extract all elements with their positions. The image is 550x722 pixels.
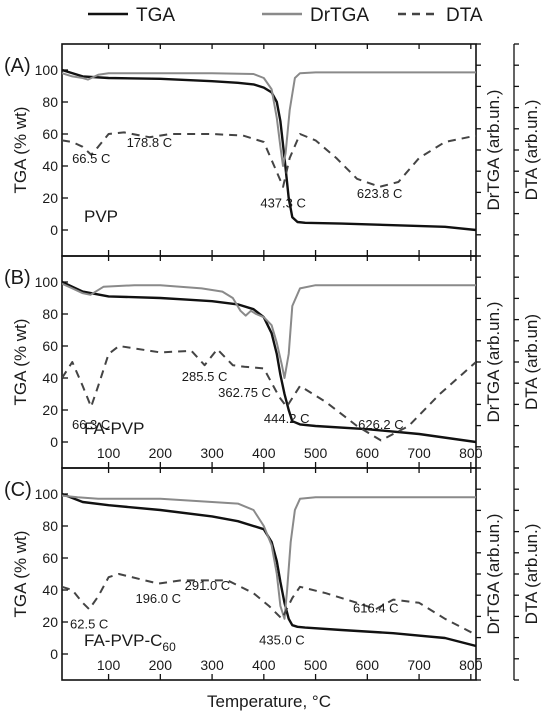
y-tick-label: 40 — [42, 582, 58, 598]
y-axis-title-dta: DTA (arb.un.) — [522, 100, 541, 201]
panel-letter: (B) — [4, 267, 31, 289]
x-tick-label: 800 — [459, 657, 483, 673]
peak-annotation: 196.0 C — [135, 591, 181, 606]
y-tick-label: 100 — [35, 486, 59, 502]
x-tick-label: 100 — [97, 657, 121, 673]
y-tick-label: 60 — [42, 338, 58, 354]
series-line-drtga — [62, 71, 476, 167]
y-tick-label: 60 — [42, 550, 58, 566]
panel-a: 0 20 40 60 80 100 66.5 C 178.8 C 437.3 C 623.8 C (… — [4, 43, 541, 257]
peak-annotation: 285.5 C — [182, 369, 228, 384]
legend-label: DrTGA — [310, 5, 369, 26]
peak-annotation: 178.8 C — [127, 135, 173, 150]
y-tick-label: 60 — [42, 126, 58, 142]
x-tick-label: 400 — [252, 445, 276, 461]
peak-annotation: 437.3 C — [260, 196, 306, 211]
x-tick-label: 800 — [459, 445, 483, 461]
x-tick-label: 300 — [200, 657, 224, 673]
series-line-tga — [62, 492, 476, 648]
y-tick-label: 20 — [42, 614, 58, 630]
y-tick-label: 20 — [42, 190, 58, 206]
legend-label: TGA — [136, 5, 175, 26]
series-line-tga — [62, 68, 476, 232]
y-tick-label: 100 — [35, 62, 59, 78]
series-line-drtga — [62, 494, 476, 620]
y-tick-label: 40 — [42, 158, 58, 174]
x-tick-label: 500 — [304, 657, 328, 673]
series-line-drtga — [62, 282, 476, 379]
series-line-dta — [62, 131, 476, 188]
x-tick-label: 300 — [200, 445, 224, 461]
peak-annotation: 66.5 C — [72, 151, 110, 166]
legend-item-drtga: DrTGA — [262, 5, 369, 26]
legend-label: DTA — [446, 5, 483, 26]
sample-label: FA-PVP — [84, 419, 144, 438]
peak-annotation: 616.4 C — [353, 600, 399, 615]
y-axis-title-dta: DTA (arb.un) — [522, 314, 541, 410]
y-axis-title-tga: TGA (% wt) — [11, 319, 30, 406]
x-tick-label: 700 — [407, 445, 431, 461]
x-axis-title: Temperature, °C — [207, 692, 331, 711]
y-tick-label: 40 — [42, 370, 58, 386]
y-axis-title-tga: TGA (% wt) — [11, 107, 30, 194]
x-tick-label: 400 — [252, 657, 276, 673]
x-tick-label: 200 — [149, 657, 173, 673]
peak-annotation: 435.0 C — [259, 632, 305, 647]
peak-annotation: 444.2 C — [264, 411, 310, 426]
peak-annotation: 62.5 C — [70, 616, 108, 631]
legend-item-dta: DTA — [398, 5, 483, 26]
x-tick-label: 200 — [149, 445, 173, 461]
legend-item-tga: TGA — [88, 5, 175, 26]
peak-annotation: 362.75 C — [218, 385, 271, 400]
y-tick-label: 80 — [42, 94, 58, 110]
x-tick-label: 700 — [407, 657, 431, 673]
panel-c: 100 200 300 400 500 600 700 800 0 20 40 60 80 100 62.5… — [4, 467, 541, 681]
y-axis-title-drtga: DrTGA (arb.un.) — [484, 90, 503, 211]
plot-frame — [61, 43, 477, 257]
y-axis-title-drtga: DrTGA (arb.un.) — [484, 514, 503, 635]
x-tick-label: 100 — [97, 445, 121, 461]
x-tick-label: 600 — [356, 445, 380, 461]
x-tick-label: 600 — [356, 657, 380, 673]
peak-annotation: 66.3 C — [72, 417, 110, 432]
y-tick-label: 100 — [35, 274, 59, 290]
y-axis-title-tga: TGA (% wt) — [11, 531, 30, 618]
y-tick-label: 0 — [50, 434, 58, 450]
y-tick-label: 20 — [42, 402, 58, 418]
sample-label: PVP — [84, 207, 118, 226]
sample-subscript: 60 — [162, 640, 176, 654]
y-axis-title-dta: DTA (arb.un.) — [522, 524, 541, 625]
peak-annotation: 623.8 C — [357, 186, 403, 201]
y-axis-title-drtga: DrTGA (arb.un.) — [484, 302, 503, 423]
x-tick-label: 500 — [304, 445, 328, 461]
panel-letter: (C) — [4, 479, 32, 501]
panel-letter: (A) — [4, 55, 31, 77]
peak-annotation: 626.2 C — [358, 417, 404, 432]
y-tick-label: 80 — [42, 518, 58, 534]
panel-b: 100 200 300 400 500 600 700 800 0 20 40 60 80 100 66.3… — [4, 255, 541, 469]
peak-annotation: 291.0 C — [185, 578, 231, 593]
y-tick-label: 0 — [50, 646, 58, 662]
y-tick-label: 80 — [42, 306, 58, 322]
sample-label: FA-PVP-C60 — [84, 631, 176, 654]
series-line-tga — [62, 280, 476, 444]
y-tick-label: 0 — [50, 222, 58, 238]
series-line-dta — [62, 345, 476, 442]
series-line-dta — [62, 573, 476, 636]
